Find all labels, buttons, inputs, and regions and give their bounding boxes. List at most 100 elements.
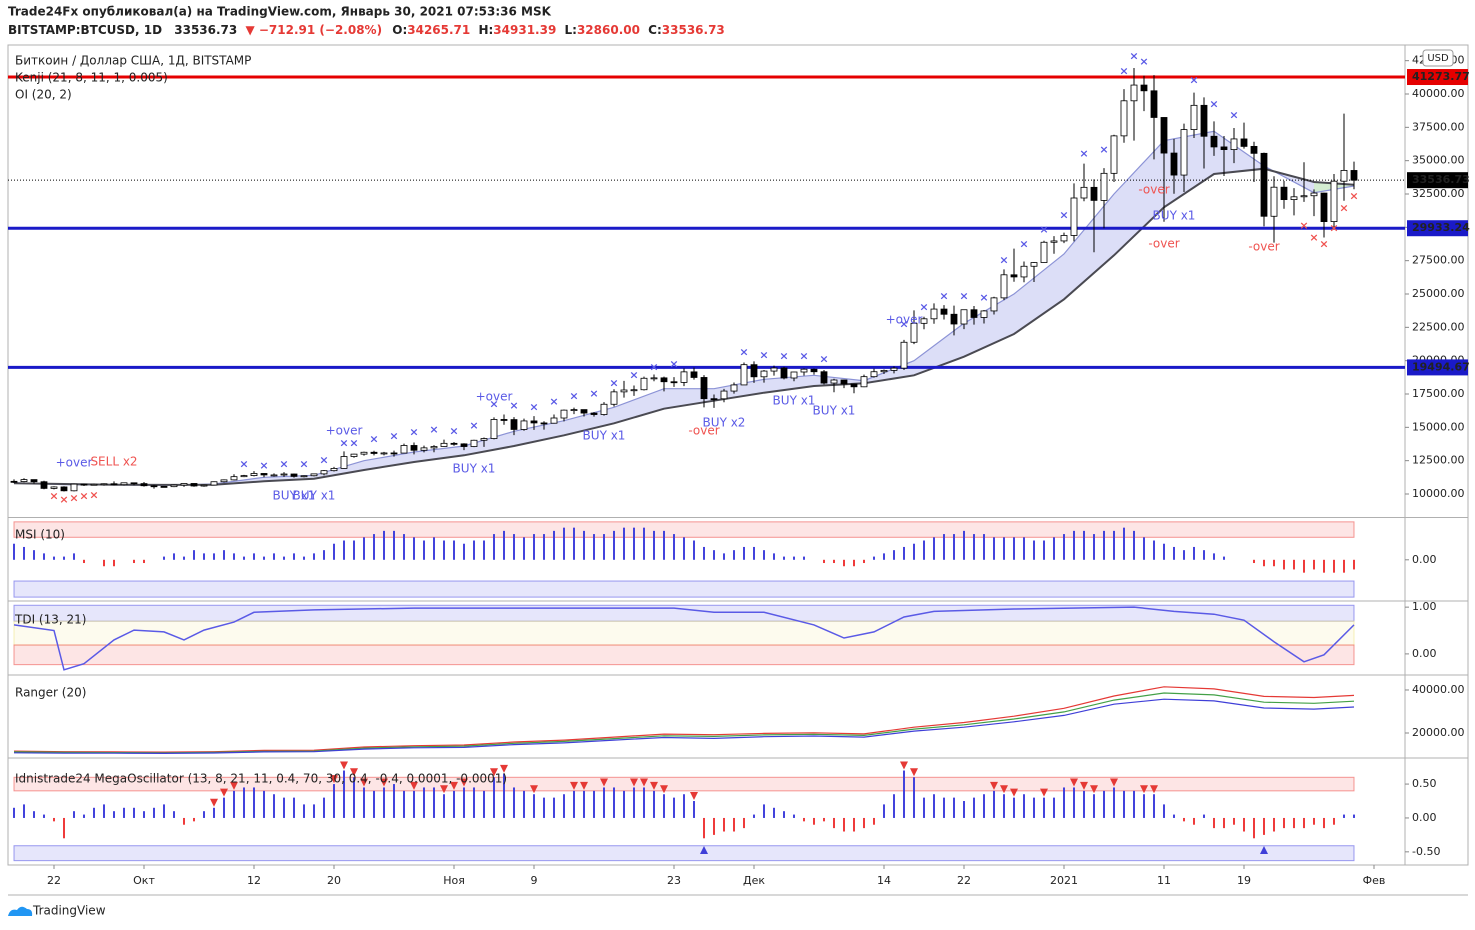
candle-body bbox=[210, 481, 218, 486]
cross-marker: × bbox=[759, 348, 768, 361]
histogram-bar bbox=[463, 787, 465, 818]
l-label: L: bbox=[565, 23, 577, 37]
cross-marker: × bbox=[349, 436, 358, 449]
histogram-bar bbox=[983, 794, 985, 818]
cross-marker: × bbox=[1229, 108, 1238, 121]
histogram-bar bbox=[683, 794, 685, 818]
signal-triangle bbox=[350, 768, 358, 777]
histogram-bar bbox=[1123, 527, 1125, 560]
candle-body bbox=[370, 451, 378, 454]
histogram-bar bbox=[1193, 546, 1195, 560]
y-tick-label: 32500.00 bbox=[1412, 187, 1465, 200]
candle-body bbox=[960, 309, 968, 325]
histogram-bar bbox=[1033, 797, 1035, 818]
cross-marker: × bbox=[569, 390, 578, 403]
indicator-line bbox=[13, 606, 1355, 671]
signal-triangle bbox=[490, 768, 498, 777]
histogram-bar bbox=[1333, 817, 1335, 825]
signal-triangle bbox=[660, 785, 668, 794]
histogram-bar bbox=[1323, 559, 1325, 573]
candle-body bbox=[70, 483, 78, 492]
histogram-bar bbox=[823, 559, 825, 564]
signal-triangle bbox=[1080, 781, 1088, 790]
band-fill bbox=[964, 294, 1014, 357]
histogram-bar bbox=[93, 807, 95, 818]
histogram-bar bbox=[633, 527, 635, 560]
candle-body bbox=[740, 364, 748, 386]
candle-body bbox=[1270, 186, 1278, 217]
histogram-bar bbox=[303, 556, 305, 560]
y-tick-label: 20000.00 bbox=[1412, 726, 1465, 739]
signal-label: BUY x1 bbox=[773, 394, 816, 408]
y-tick-label: 22500.00 bbox=[1412, 320, 1465, 333]
candle-body bbox=[830, 379, 838, 384]
band-fill bbox=[1164, 131, 1214, 208]
candle-body bbox=[130, 482, 138, 485]
histogram-bar bbox=[103, 804, 105, 818]
histogram-bar bbox=[53, 817, 55, 822]
histogram-bar bbox=[353, 777, 355, 818]
last-price-box bbox=[1407, 172, 1468, 189]
cross-marker: × bbox=[669, 358, 678, 371]
candle-body bbox=[840, 379, 848, 385]
cross-marker: × bbox=[919, 300, 928, 313]
histogram-bar bbox=[423, 540, 425, 560]
histogram-bar bbox=[1323, 817, 1325, 829]
cross-marker: × bbox=[939, 290, 948, 303]
candle-body bbox=[1310, 192, 1318, 197]
candle-body bbox=[670, 381, 678, 384]
histogram-bar bbox=[433, 537, 435, 560]
signal-triangle bbox=[380, 778, 388, 787]
candle-body bbox=[40, 481, 48, 489]
histogram-bar bbox=[813, 817, 815, 825]
histogram-bar bbox=[1183, 817, 1185, 822]
histogram-bar bbox=[763, 804, 765, 818]
candle-body bbox=[90, 483, 98, 486]
signal-triangle bbox=[210, 798, 218, 807]
signal-triangle bbox=[900, 761, 908, 770]
histogram-bar bbox=[523, 790, 525, 818]
histogram-bar bbox=[183, 817, 185, 825]
histogram-bar bbox=[73, 553, 75, 560]
histogram-bar bbox=[413, 537, 415, 560]
histogram-bar bbox=[923, 540, 925, 560]
candle-body bbox=[440, 442, 448, 447]
signal-label: BUY x1 bbox=[293, 489, 336, 503]
candle-body bbox=[1130, 84, 1138, 102]
candle-body bbox=[1010, 274, 1018, 278]
candle-body bbox=[1020, 265, 1028, 278]
cross-marker: × bbox=[589, 387, 598, 400]
x-tick-label: Дек bbox=[743, 874, 765, 887]
cross-marker: × bbox=[1139, 55, 1148, 68]
candle-body bbox=[810, 368, 818, 373]
level-label-box bbox=[1407, 220, 1468, 237]
histogram-bar bbox=[63, 817, 65, 839]
candle-body bbox=[60, 486, 68, 492]
h: 34931.39 bbox=[493, 23, 556, 37]
pane-title: TDI (13, 21) bbox=[14, 613, 86, 627]
histogram-bar bbox=[253, 553, 255, 560]
signal-label: -over bbox=[1248, 240, 1279, 254]
candle-body bbox=[710, 398, 718, 401]
cross-marker: × bbox=[429, 423, 438, 436]
histogram-bar bbox=[863, 559, 865, 564]
histogram-bar bbox=[1153, 540, 1155, 560]
histogram-bar bbox=[673, 797, 675, 818]
candle-body bbox=[930, 308, 938, 320]
candle-body bbox=[1230, 138, 1238, 151]
cross-marker: × bbox=[89, 488, 98, 501]
band-fill bbox=[1214, 131, 1264, 174]
main-title: Биткоин / Доллар США, 1Д, BITSTAMP bbox=[15, 54, 251, 68]
cross-marker: × bbox=[489, 398, 498, 411]
histogram-bar bbox=[13, 807, 15, 818]
candle-body bbox=[950, 313, 958, 325]
pane-title: Ranger (20) bbox=[15, 686, 86, 700]
histogram-bar bbox=[673, 534, 675, 560]
cross-marker: × bbox=[999, 254, 1008, 267]
cross-marker: × bbox=[409, 426, 418, 439]
histogram-bar bbox=[1303, 817, 1305, 829]
candle-body bbox=[110, 483, 118, 486]
cross-marker: × bbox=[799, 350, 808, 363]
quote-line: BITSTAMP:BTCUSD, 1D 33536.73 ▼ −712.91 (… bbox=[8, 23, 725, 37]
histogram-bar bbox=[783, 556, 785, 560]
